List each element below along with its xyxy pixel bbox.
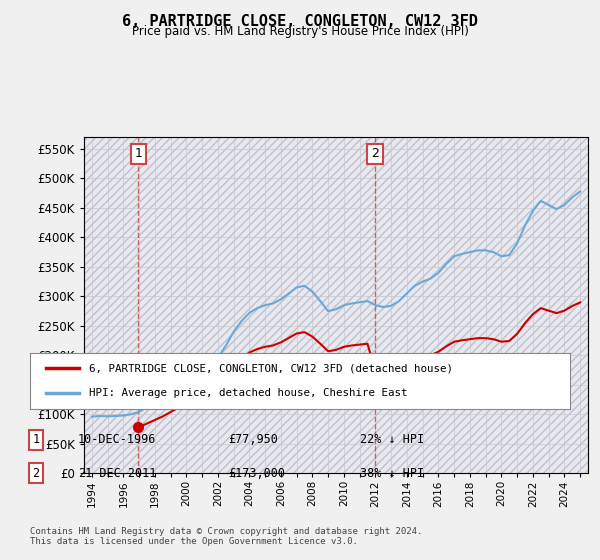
Text: 38% ↓ HPI: 38% ↓ HPI	[360, 466, 424, 480]
Text: 6, PARTRIDGE CLOSE, CONGLETON, CW12 3FD (detached house): 6, PARTRIDGE CLOSE, CONGLETON, CW12 3FD …	[89, 363, 454, 374]
Text: 1: 1	[134, 147, 142, 160]
Text: 2: 2	[32, 466, 40, 480]
Text: 2: 2	[371, 147, 379, 160]
Text: 22% ↓ HPI: 22% ↓ HPI	[360, 433, 424, 446]
Text: HPI: Average price, detached house, Cheshire East: HPI: Average price, detached house, Ches…	[89, 388, 408, 398]
Text: 1: 1	[32, 433, 40, 446]
Text: Contains HM Land Registry data © Crown copyright and database right 2024.
This d: Contains HM Land Registry data © Crown c…	[30, 526, 422, 546]
Text: 10-DEC-1996: 10-DEC-1996	[78, 433, 157, 446]
Text: 21-DEC-2011: 21-DEC-2011	[78, 466, 157, 480]
Text: 6, PARTRIDGE CLOSE, CONGLETON, CW12 3FD: 6, PARTRIDGE CLOSE, CONGLETON, CW12 3FD	[122, 14, 478, 29]
Text: Price paid vs. HM Land Registry's House Price Index (HPI): Price paid vs. HM Land Registry's House …	[131, 25, 469, 38]
Text: £173,000: £173,000	[228, 466, 285, 480]
Text: £77,950: £77,950	[228, 433, 278, 446]
